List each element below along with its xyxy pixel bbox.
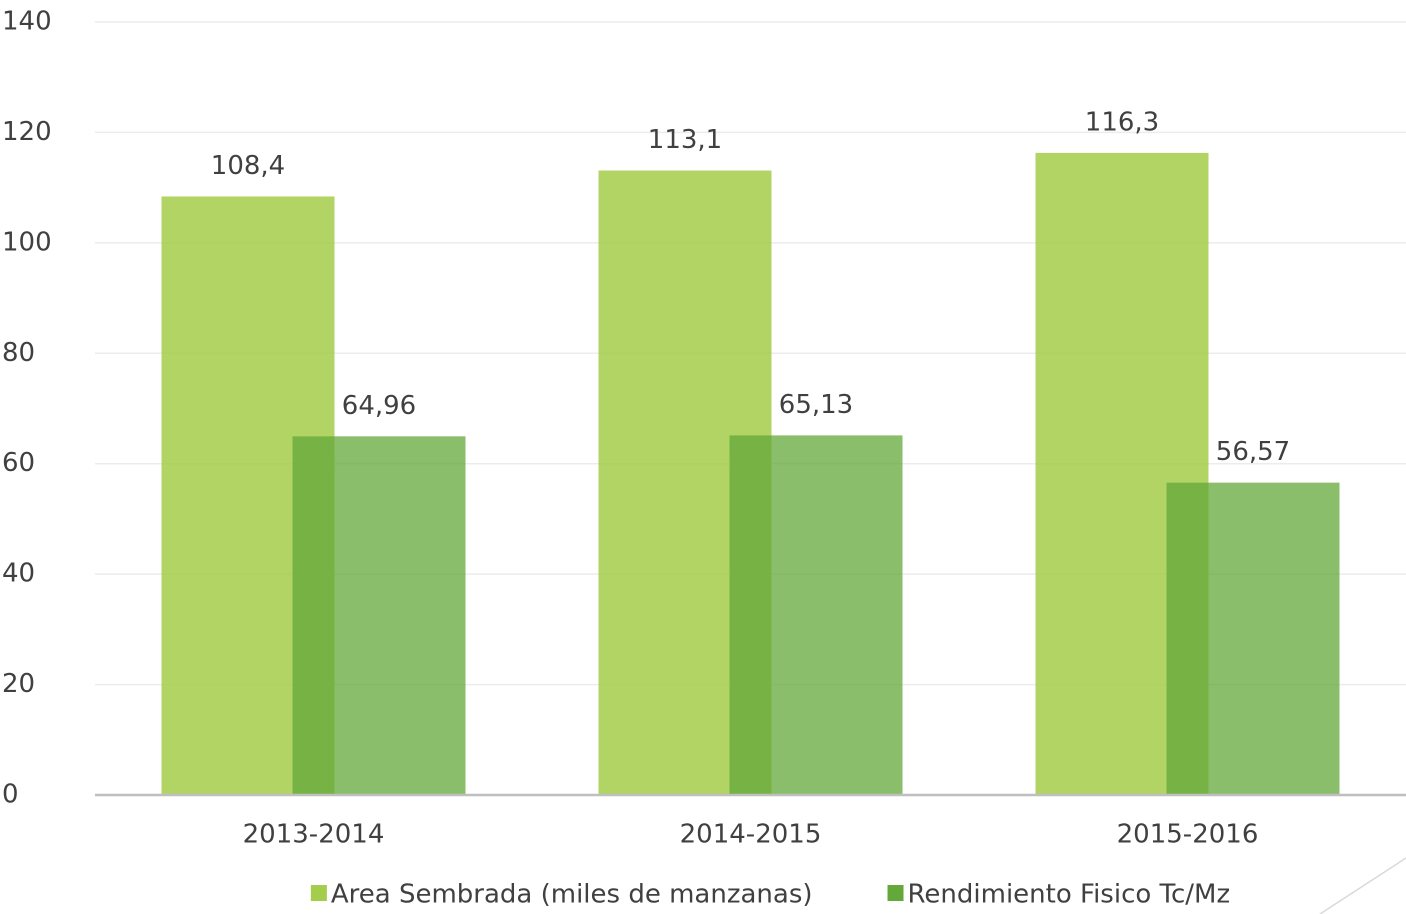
x-tick-label: 2013-2014: [243, 820, 385, 850]
y-tick-label: 40: [2, 559, 35, 589]
value-label: 113,1: [648, 125, 722, 155]
y-tick-label: 80: [2, 338, 35, 368]
legend-swatch: [887, 885, 904, 901]
legend-label: Rendimiento Fisico Tc/Mz: [908, 880, 1231, 910]
y-tick-label: 60: [2, 448, 35, 478]
legend-label: Area Sembrada (miles de manzanas): [331, 880, 813, 910]
y-tick-label: 20: [2, 669, 35, 699]
value-label: 108,4: [211, 151, 285, 181]
x-tick-label: 2014-2015: [680, 820, 822, 850]
y-tick-label: 140: [2, 7, 52, 37]
bar: [292, 436, 466, 795]
y-tick-label: 120: [2, 117, 52, 147]
bar: [729, 435, 903, 795]
legend-swatch: [310, 885, 327, 901]
decoration: [1319, 857, 1406, 914]
bar: [1166, 482, 1340, 795]
y-tick-label: 0: [2, 780, 19, 810]
value-label: 65,13: [779, 390, 853, 420]
y-tick-label: 100: [2, 227, 52, 257]
value-label: 64,96: [342, 391, 416, 421]
value-label: 56,57: [1216, 437, 1290, 467]
value-label: 116,3: [1085, 107, 1159, 137]
x-tick-label: 2015-2016: [1117, 820, 1259, 850]
